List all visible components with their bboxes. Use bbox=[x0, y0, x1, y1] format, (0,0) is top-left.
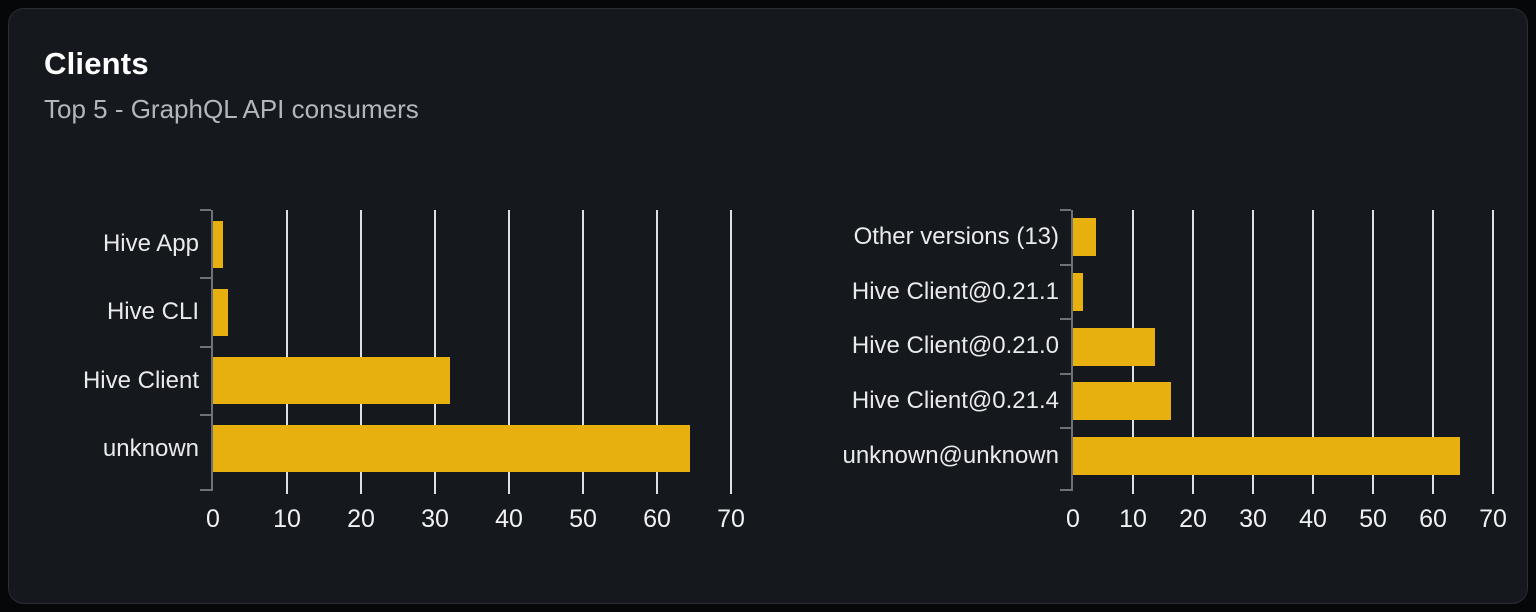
gridline bbox=[1492, 210, 1494, 483]
y-axis-line bbox=[211, 210, 213, 491]
y-axis-tick bbox=[200, 413, 211, 416]
bar-hive-client-0-21-0[interactable] bbox=[1073, 327, 1155, 366]
x-tick-label: 40 bbox=[495, 505, 523, 533]
x-axis-tick bbox=[1372, 483, 1374, 494]
y-axis-tick bbox=[1060, 427, 1071, 430]
category-label: Hive Client@0.21.0 bbox=[851, 332, 1059, 360]
x-tick-label: 20 bbox=[1179, 505, 1207, 533]
gridline bbox=[1252, 210, 1254, 483]
x-tick-label: 60 bbox=[643, 505, 671, 533]
gridline bbox=[1312, 210, 1314, 483]
gridline bbox=[1192, 210, 1194, 483]
y-axis-tick bbox=[1060, 209, 1071, 211]
gridline bbox=[730, 210, 732, 483]
x-tick-label: 40 bbox=[1299, 505, 1327, 533]
x-axis-tick bbox=[1432, 483, 1434, 494]
x-tick-label: 10 bbox=[1119, 505, 1147, 533]
x-axis-tick bbox=[656, 483, 658, 494]
bar-hive-client-0-21-4[interactable] bbox=[1073, 382, 1172, 421]
category-label: Hive Client bbox=[82, 366, 199, 394]
x-axis-tick bbox=[1252, 483, 1254, 494]
gridline bbox=[656, 210, 658, 483]
bar-unknown-unknown[interactable] bbox=[1073, 436, 1460, 475]
x-tick-label: 0 bbox=[1066, 505, 1080, 533]
x-tick-label: 30 bbox=[421, 505, 449, 533]
bar-hive-cli[interactable] bbox=[213, 288, 228, 336]
clients-card bbox=[8, 8, 1528, 604]
x-tick-label: 30 bbox=[1239, 505, 1267, 533]
x-tick-label: 50 bbox=[569, 505, 597, 533]
y-axis-tick bbox=[200, 345, 211, 348]
bar-hive-client-0-21-1[interactable] bbox=[1073, 272, 1084, 311]
x-axis-tick bbox=[508, 483, 510, 494]
category-label: Hive Client@0.21.4 bbox=[851, 387, 1059, 415]
page-subtitle: Top 5 - GraphQL API consumers bbox=[44, 94, 419, 124]
y-axis-tick bbox=[200, 489, 211, 491]
gridline bbox=[1432, 210, 1434, 483]
category-label: Hive App bbox=[102, 230, 199, 258]
x-axis-tick bbox=[1312, 483, 1314, 494]
category-label: unknown bbox=[102, 434, 199, 462]
y-axis-tick bbox=[200, 277, 211, 280]
gridline bbox=[508, 210, 510, 483]
x-axis-tick bbox=[1132, 483, 1134, 494]
gridline bbox=[1372, 210, 1374, 483]
x-axis-tick bbox=[582, 483, 584, 494]
x-axis-tick bbox=[1192, 483, 1194, 494]
clients-by-name-chart: Hive App Hive CLI Hive Client unknown 0 10 20 3… bbox=[83, 209, 745, 533]
page-title: Clients bbox=[44, 46, 149, 81]
y-axis-tick bbox=[200, 209, 211, 211]
x-tick-label: 70 bbox=[717, 505, 745, 533]
category-label: Other versions (13) bbox=[853, 223, 1059, 251]
y-axis-tick bbox=[1060, 372, 1071, 375]
x-tick-label: 50 bbox=[1359, 505, 1387, 533]
x-tick-label: 20 bbox=[347, 505, 375, 533]
y-axis-tick bbox=[1060, 318, 1071, 321]
gridline bbox=[286, 210, 288, 483]
y-axis-tick bbox=[1060, 489, 1071, 491]
x-axis-tick bbox=[360, 483, 362, 494]
x-tick-label: 70 bbox=[1479, 505, 1507, 533]
gridline bbox=[360, 210, 362, 483]
x-axis-tick bbox=[434, 483, 436, 494]
x-tick-label: 0 bbox=[206, 505, 220, 533]
category-label: Hive Client@0.21.1 bbox=[851, 277, 1059, 305]
category-label: Hive CLI bbox=[106, 298, 199, 326]
x-tick-label: 10 bbox=[273, 505, 301, 533]
x-axis-tick bbox=[1492, 483, 1494, 494]
clients-by-version-chart: Other versions (13) Hive Client@0.21.1 Hiv… bbox=[842, 209, 1507, 533]
x-axis-tick bbox=[730, 483, 732, 494]
x-axis-tick bbox=[286, 483, 288, 494]
category-label: unknown@unknown bbox=[842, 441, 1059, 469]
y-axis-tick bbox=[1060, 263, 1071, 266]
x-tick-label: 60 bbox=[1419, 505, 1447, 533]
bar-hive-app[interactable] bbox=[213, 220, 223, 268]
gridline bbox=[582, 210, 584, 483]
bar-unknown[interactable] bbox=[213, 425, 690, 473]
bar-hive-client[interactable] bbox=[213, 357, 450, 405]
gridline bbox=[434, 210, 436, 483]
y-axis-line bbox=[1071, 210, 1073, 491]
bar-other-versions-13-[interactable] bbox=[1073, 218, 1096, 257]
